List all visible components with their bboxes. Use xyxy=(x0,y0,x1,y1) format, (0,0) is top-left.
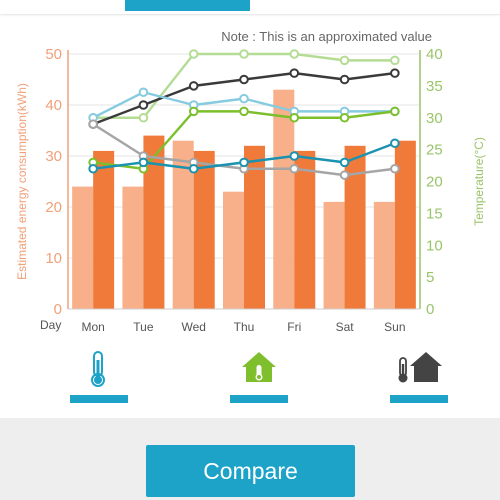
right-tick-label: 20 xyxy=(426,174,443,191)
series-point xyxy=(390,106,400,117)
right-tick-label: 0 xyxy=(426,301,434,318)
series-point xyxy=(339,74,350,85)
series-point xyxy=(289,68,300,78)
x-tick-label: Wed xyxy=(181,320,205,334)
thermometer-house-icon xyxy=(398,352,442,383)
left-tick-label: 20 xyxy=(45,199,62,216)
bar xyxy=(244,145,265,309)
right-tick-label: 5 xyxy=(426,269,434,286)
outdoor-temperature-button[interactable] xyxy=(388,350,448,390)
bar xyxy=(223,191,244,309)
x-axis-label: Day xyxy=(40,318,61,332)
bar xyxy=(172,140,194,309)
bar xyxy=(143,135,165,309)
series-point xyxy=(339,157,350,168)
compare-button[interactable]: Compare xyxy=(146,445,355,497)
bar xyxy=(122,186,144,309)
home-mode-indicator xyxy=(230,395,288,403)
series-point xyxy=(339,55,350,66)
x-tick-label: Sat xyxy=(336,320,355,334)
bar xyxy=(373,201,395,309)
x-tick-label: Sun xyxy=(384,320,405,334)
series-point xyxy=(339,112,350,123)
energy-temperature-chart: 0 10 20 30 40 50 0 5 10 15 20 25 30 35 40 Mon Tue Wed Thu F… xyxy=(15,29,486,334)
bar xyxy=(193,150,215,309)
series-point xyxy=(188,81,199,91)
left-tick-label: 40 xyxy=(45,97,62,114)
thermometer-icon xyxy=(91,351,105,387)
series-point xyxy=(289,112,300,123)
series-point xyxy=(138,157,149,168)
outdoor-mode-indicator xyxy=(390,395,448,403)
series-point xyxy=(390,163,400,174)
bar xyxy=(344,145,366,309)
series-point xyxy=(88,119,98,129)
left-tick-label: 30 xyxy=(45,148,62,165)
right-tick-label: 40 xyxy=(426,46,443,63)
bar xyxy=(93,150,115,309)
series-point xyxy=(239,106,249,117)
series-point xyxy=(390,138,400,149)
right-axis-title: Temperature(°C) xyxy=(472,137,486,226)
home-thermometer-icon xyxy=(242,352,276,382)
left-tick-label: 0 xyxy=(54,301,62,318)
series-point xyxy=(239,157,249,168)
series-point xyxy=(188,49,199,59)
series-point xyxy=(188,163,199,174)
home-temperature-button[interactable] xyxy=(229,350,289,390)
x-tick-label: Mon xyxy=(81,320,104,334)
series-point xyxy=(390,68,400,78)
x-tick-label: Fri xyxy=(287,320,301,334)
top-card xyxy=(0,0,500,14)
series-point xyxy=(289,151,300,161)
series-point xyxy=(88,163,98,174)
top-tab-indicator xyxy=(125,0,250,11)
approximation-note: Note : This is an approximated value xyxy=(221,29,432,44)
series-point xyxy=(239,74,249,85)
left-axis-title: Estimated energy consumption(kWh) xyxy=(15,83,29,280)
series-point xyxy=(289,163,300,174)
series-point xyxy=(239,49,249,59)
series-point xyxy=(390,55,400,66)
x-tick-label: Tue xyxy=(133,320,154,334)
bar xyxy=(72,186,94,309)
series-point xyxy=(138,112,149,123)
right-tick-label: 25 xyxy=(426,142,443,159)
right-tick-label: 15 xyxy=(426,205,443,222)
bar xyxy=(273,89,295,309)
right-tick-label: 10 xyxy=(426,237,443,254)
series-point xyxy=(289,49,300,59)
x-tick-label: Thu xyxy=(234,320,255,334)
bar xyxy=(323,201,345,309)
bar xyxy=(394,140,416,309)
series-point xyxy=(138,100,149,110)
left-tick-label: 10 xyxy=(45,250,62,267)
left-tick-label: 50 xyxy=(45,46,62,63)
series-point xyxy=(138,87,149,98)
right-tick-label: 35 xyxy=(426,78,443,95)
series-point xyxy=(188,106,199,117)
indoor-temperature-button[interactable] xyxy=(68,350,128,390)
bar xyxy=(294,150,316,309)
series-point xyxy=(339,170,350,180)
series-point xyxy=(239,93,249,104)
indoor-mode-indicator xyxy=(70,395,128,403)
right-tick-label: 30 xyxy=(426,110,443,127)
